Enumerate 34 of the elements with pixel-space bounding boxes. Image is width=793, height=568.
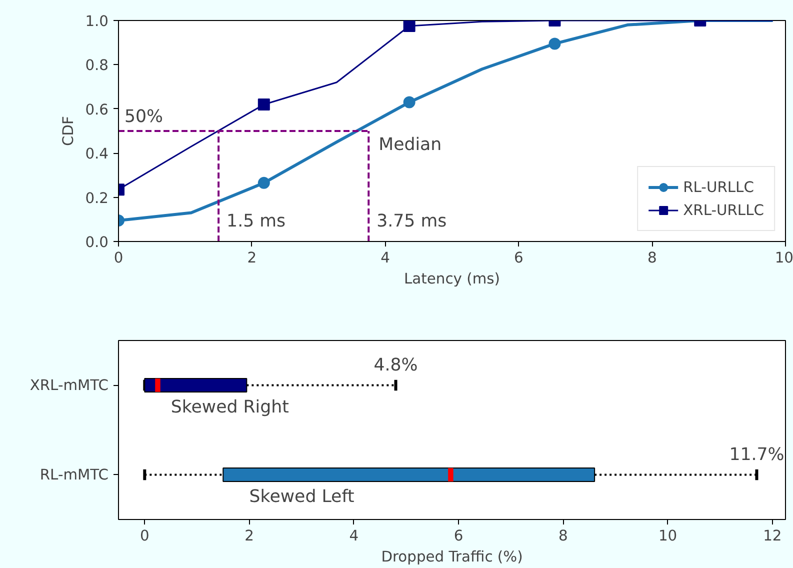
x-tick-label: 2 [247,250,257,266]
x-tick-label: 8 [647,250,657,266]
y-tick-label: 0.4 [85,146,109,163]
y-tick-label: 0.8 [85,57,109,74]
annotation: Median [378,135,442,155]
annotation: Skewed Right [170,397,290,418]
x-tick-label: 12 [763,528,782,544]
annotation: 4.8% [374,355,418,376]
y-tick-label: 1.0 [85,13,109,30]
y-tick-label: XRL-mMTC [30,376,108,394]
x-axis-title: Dropped Traffic (%) [381,548,523,566]
x-tick-label: 2 [244,528,254,544]
y-tick-label: 0.0 [85,234,109,251]
annotation: 1.5 ms [226,212,286,232]
legend-label: XRL-URLLC [683,202,764,218]
x-tick-label: 0 [140,528,150,544]
annotation: 11.7% [729,444,784,465]
x-tick-label: 6 [514,250,524,266]
x-tick-label: 10 [774,250,793,266]
y-tick-label: 0.2 [85,190,109,207]
annotation: Skewed Left [249,486,355,507]
x-axis-title: Latency (ms) [404,270,500,288]
x-tick-label: 6 [454,528,464,544]
x-tick-label: 8 [558,528,568,544]
y-tick-label: RL-mMTC [40,466,109,484]
annotation: 3.75 ms [376,212,447,232]
annotation: 50% [124,107,164,127]
x-tick-label: 4 [380,250,390,266]
y-axis-title: CDF [60,116,78,146]
legend-label: RL-URLLC [683,178,754,196]
x-tick-label: 10 [658,528,678,544]
x-tick-label: 4 [349,528,359,544]
y-tick-label: 0.6 [85,101,109,118]
x-tick-label: 0 [114,250,124,266]
